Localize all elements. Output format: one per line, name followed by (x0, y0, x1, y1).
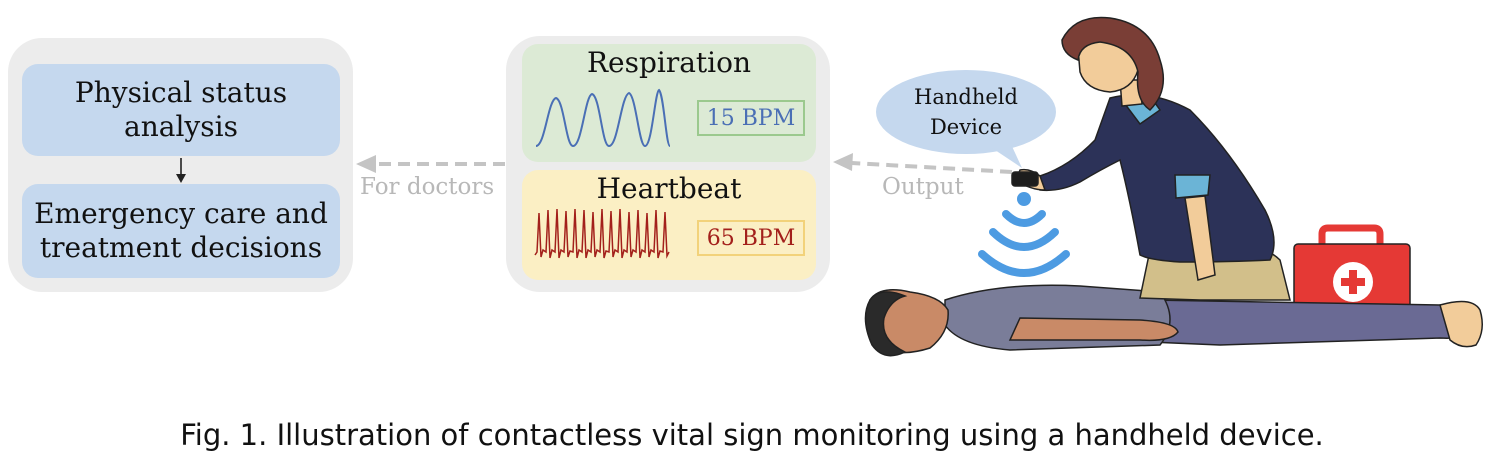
heartbeat-box (522, 170, 816, 280)
output-label: Output (882, 174, 964, 200)
heartbeat-title: Heartbeat (596, 172, 742, 205)
heartbeat-rate-label: 65 BPM (697, 220, 805, 256)
figure-caption: Fig. 1. Illustration of contactless vita… (180, 418, 1324, 452)
output-arrow (833, 153, 1013, 174)
device-speech-bubble (876, 70, 1056, 168)
device-bubble-text: Handheld Device (914, 85, 1018, 139)
respiration-rate-label: 15 BPM (697, 100, 805, 136)
wireless-signal-icon (978, 192, 1070, 277)
respiration-waveform (535, 88, 671, 148)
physical-status-box: Physical status analysis (22, 64, 340, 156)
first-aid-kit-icon (1293, 224, 1411, 311)
analysis-flow-arrow (176, 158, 186, 183)
emergency-care-box: Emergency care and treatment decisions (22, 184, 340, 278)
heartbeat-waveform (534, 208, 670, 259)
for-doctors-label: For doctors (360, 174, 495, 200)
patient-illustration (864, 284, 1483, 357)
doctor-illustration (1011, 16, 1291, 301)
for-doctors-arrow (356, 155, 505, 173)
respiration-title: Respiration (586, 46, 752, 79)
